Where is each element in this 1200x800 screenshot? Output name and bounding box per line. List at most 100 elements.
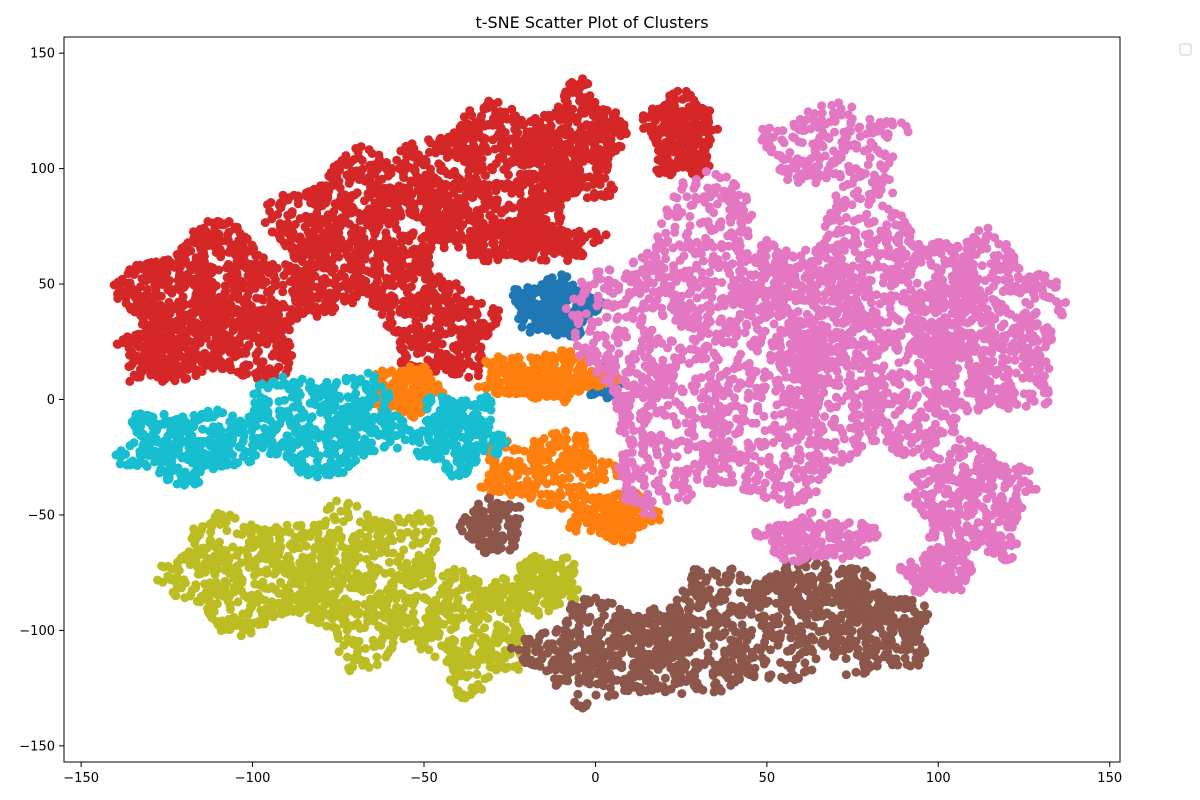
scatter-point xyxy=(156,300,166,310)
scatter-point xyxy=(351,258,361,268)
scatter-point xyxy=(198,312,208,322)
scatter-point xyxy=(153,357,163,367)
scatter-point xyxy=(405,142,415,152)
scatter-point xyxy=(173,345,183,355)
scatter-point xyxy=(457,364,467,374)
scatter-point xyxy=(383,171,393,181)
scatter-point xyxy=(528,465,537,475)
scatter-point xyxy=(688,140,698,150)
scatter-point xyxy=(148,369,158,379)
scatter-point xyxy=(397,306,407,315)
scatter-point xyxy=(139,302,149,312)
scatter-point xyxy=(507,475,517,485)
scatter-point xyxy=(511,222,521,231)
scatter-point xyxy=(442,169,452,179)
scatter-point xyxy=(481,229,491,239)
scatter-point xyxy=(471,217,481,227)
scatter-point xyxy=(258,253,268,263)
scatter-point xyxy=(580,108,590,118)
scatter-point xyxy=(370,188,380,198)
scatter-point xyxy=(498,238,508,248)
scatter-point xyxy=(199,328,209,337)
scatter-point xyxy=(555,140,565,150)
scatter-point xyxy=(400,395,410,405)
scatter-point xyxy=(562,444,572,454)
scatter-point xyxy=(404,162,414,172)
scatter-point xyxy=(442,146,452,156)
scatter-point xyxy=(337,156,347,165)
scatter-point xyxy=(408,228,418,238)
scatter-point xyxy=(320,236,330,246)
scatter-point xyxy=(358,285,368,295)
scatter-point xyxy=(368,268,378,278)
scatter-point xyxy=(358,239,368,249)
scatter-point xyxy=(450,280,460,290)
scatter-point xyxy=(513,120,523,130)
scatter-point xyxy=(566,517,576,527)
scatter-point xyxy=(236,248,245,258)
scatter-point xyxy=(177,256,187,266)
scatter-point xyxy=(453,234,463,244)
scatter-point xyxy=(381,234,391,244)
scatter-point xyxy=(260,367,270,376)
scatter-point xyxy=(545,466,555,476)
scatter-point xyxy=(166,325,176,335)
scatter-point xyxy=(292,306,302,316)
scatter-point xyxy=(143,345,153,355)
scatter-point xyxy=(543,455,553,464)
scatter-point xyxy=(377,205,387,215)
scatter-point xyxy=(347,202,357,212)
scatter-point xyxy=(529,308,539,318)
scatter-point xyxy=(197,250,207,259)
scatter-point xyxy=(407,308,417,318)
scatter-point xyxy=(136,282,145,292)
scatter-point xyxy=(163,303,173,313)
scatter-point xyxy=(260,218,270,228)
scatter-point xyxy=(531,385,541,395)
scatter-point xyxy=(406,324,416,334)
scatter-point xyxy=(562,272,572,282)
scatter-point xyxy=(515,141,525,151)
scatter-point xyxy=(220,296,230,306)
scatter-point xyxy=(486,376,496,386)
scatter-point xyxy=(557,225,567,235)
scatter-point xyxy=(593,121,603,131)
scatter-point xyxy=(516,481,526,490)
scatter-point xyxy=(189,259,199,269)
scatter-point xyxy=(368,294,378,304)
scatter-point xyxy=(373,251,383,261)
scatter-point xyxy=(125,288,135,298)
scatter-point xyxy=(588,138,598,148)
scatter-point xyxy=(596,164,606,174)
scatter-point xyxy=(436,182,446,192)
scatter-point xyxy=(476,246,486,256)
scatter-point xyxy=(598,129,608,139)
scatter-point xyxy=(542,285,552,295)
scatter-point xyxy=(254,347,263,356)
scatter-point xyxy=(456,306,466,316)
scatter-point xyxy=(466,228,476,238)
scatter-point xyxy=(243,291,252,301)
scatter-point xyxy=(290,220,300,229)
scatter-point xyxy=(435,135,445,145)
scatter-point xyxy=(575,503,585,512)
scatter-point xyxy=(256,294,266,304)
scatter-point xyxy=(447,369,457,379)
scatter-point xyxy=(277,334,287,344)
scatter-point xyxy=(555,126,565,136)
scatter-point xyxy=(172,316,181,326)
scatter-point xyxy=(191,371,201,381)
scatter-point xyxy=(555,487,565,497)
scatter-point xyxy=(125,278,135,288)
scatter-point xyxy=(499,364,509,374)
scatter-point xyxy=(209,339,219,348)
scatter-point xyxy=(258,280,268,290)
scatter-point xyxy=(544,157,554,167)
scatter-point xyxy=(596,173,606,183)
scatter-point xyxy=(364,145,374,155)
scatter-point xyxy=(461,344,471,353)
scatter-point xyxy=(433,350,443,360)
scatter-point xyxy=(464,324,474,334)
scatter-point xyxy=(284,210,294,220)
scatter-point xyxy=(389,281,399,291)
